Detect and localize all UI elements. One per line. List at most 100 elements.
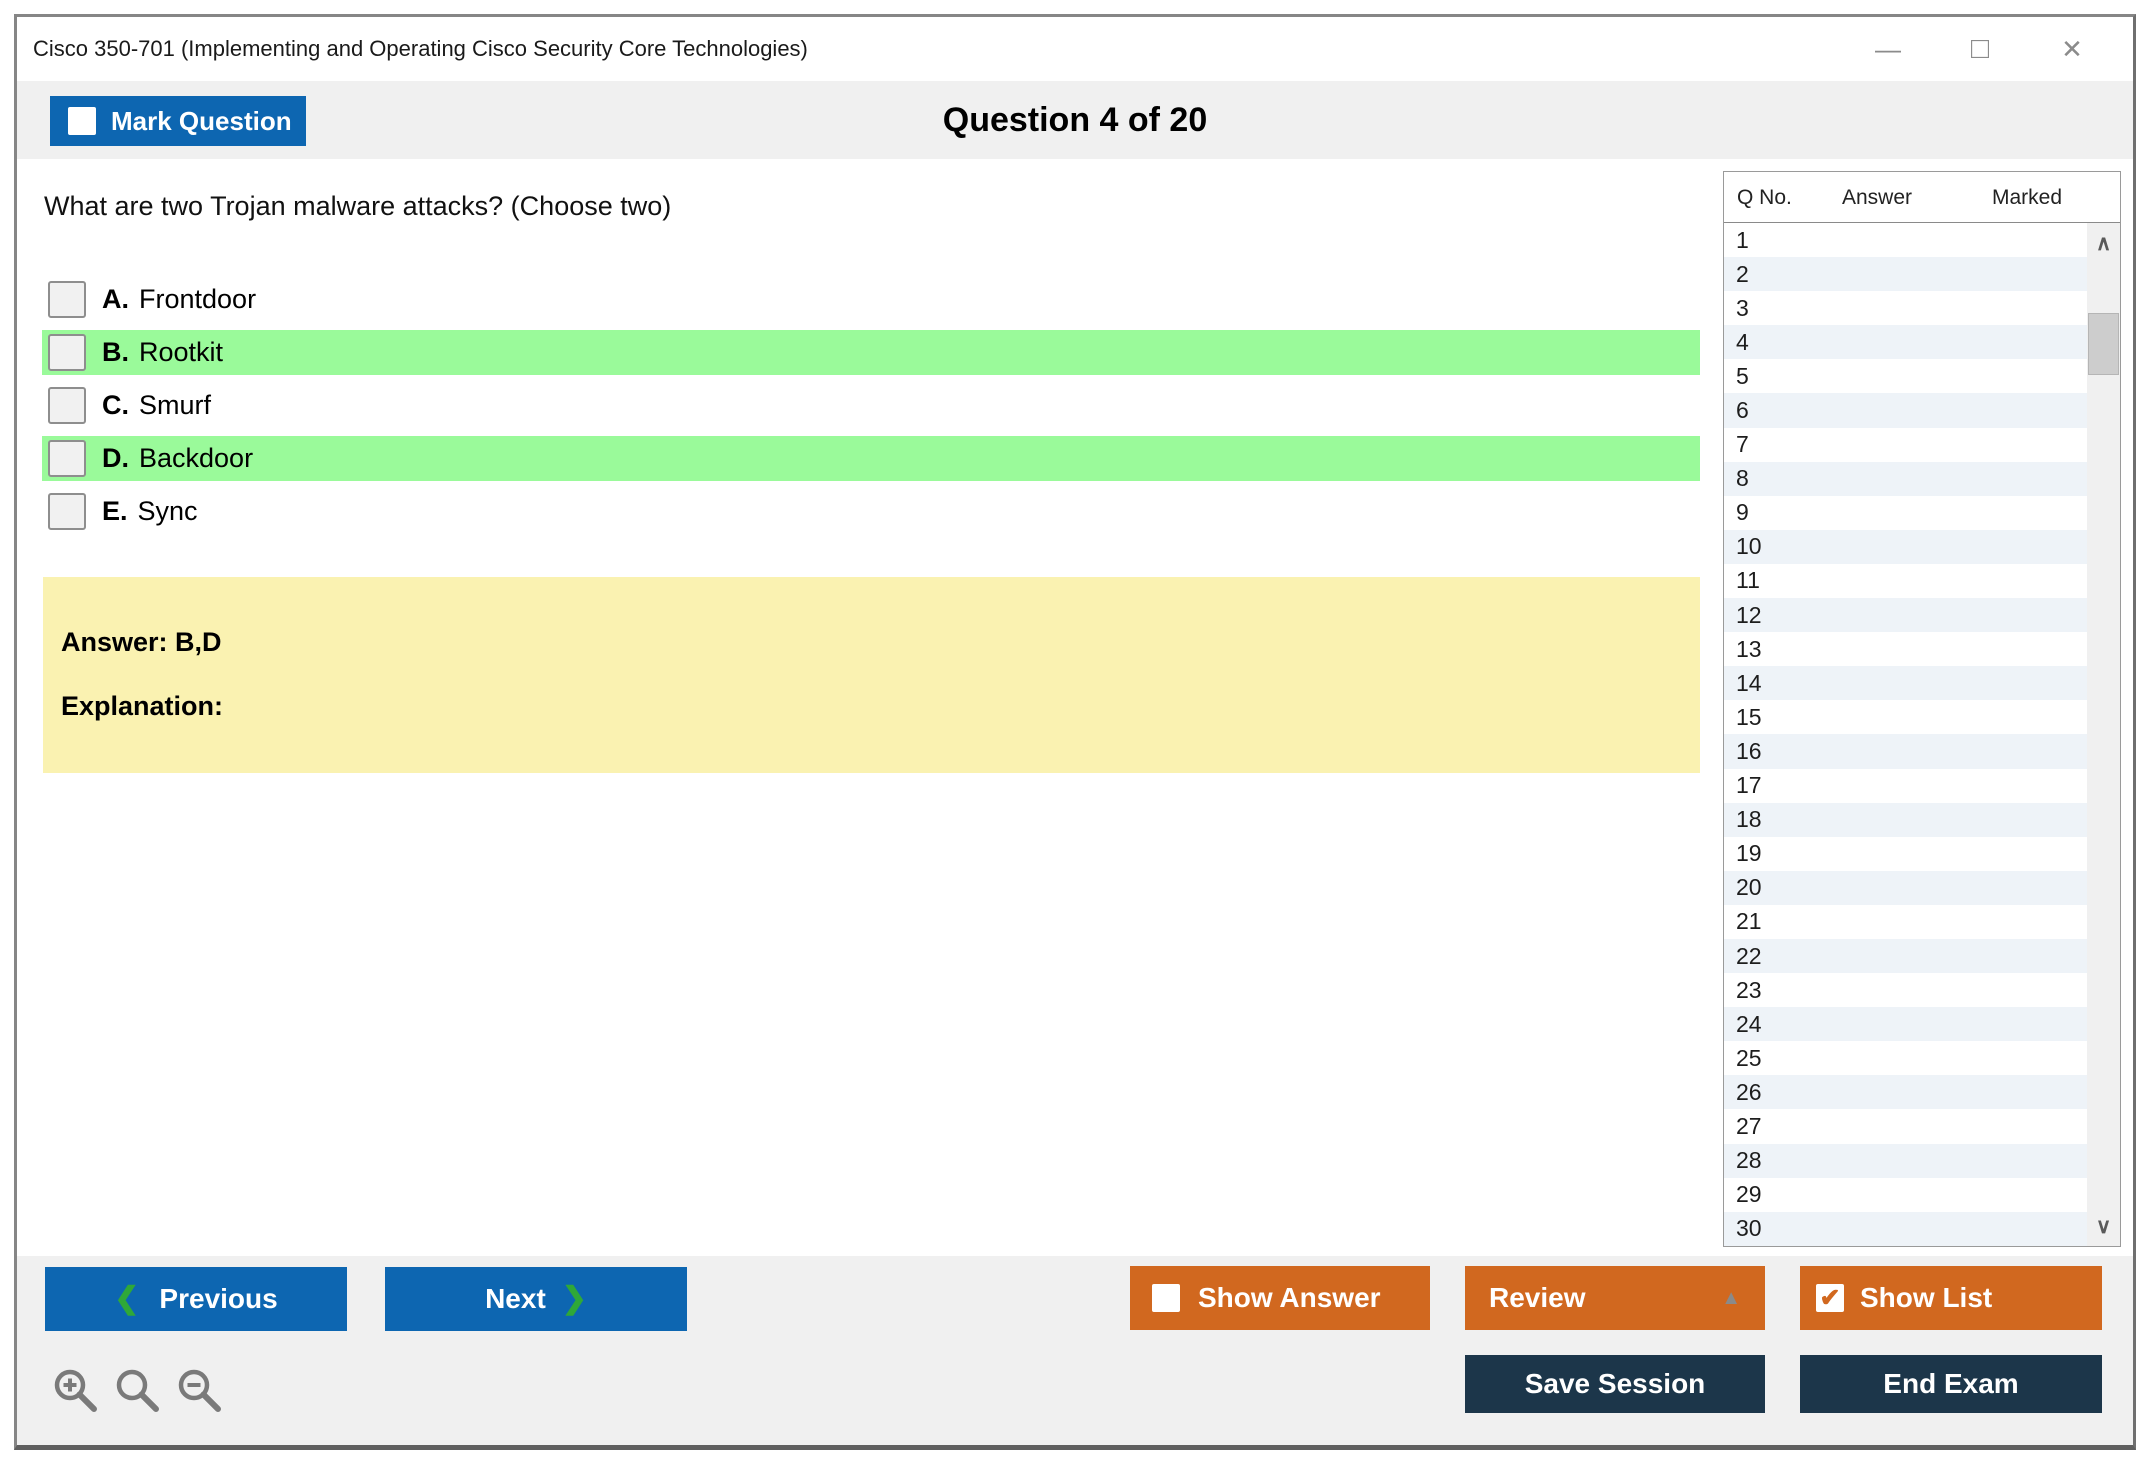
question-list-row[interactable]: 17 [1724,769,2087,803]
column-header-qno: Q No. [1737,186,1792,209]
question-list-scrollbar[interactable]: ∧ ∨ [2087,223,2120,1246]
option-letter: C. [102,390,129,420]
zoom-reset-icon[interactable] [115,1368,165,1418]
option-row[interactable]: E. Sync [42,489,1700,534]
option-checkbox[interactable] [48,281,86,318]
previous-button[interactable]: ❮ Previous [45,1267,347,1331]
question-list-row[interactable]: 15 [1724,700,2087,734]
option-row[interactable]: B. Rootkit [42,330,1700,375]
option-row[interactable]: D. Backdoor [42,436,1700,481]
question-number-cell: 7 [1736,431,1749,458]
question-number-cell: 18 [1736,806,1762,833]
question-number-cell: 22 [1736,942,1762,969]
question-list-row[interactable]: 30 [1724,1211,2087,1246]
check-icon: ✔ [1819,1283,1841,1312]
question-number-cell: 15 [1736,703,1762,730]
question-number-cell: 26 [1736,1078,1762,1105]
question-list-row[interactable]: 6 [1724,393,2087,428]
question-number-cell: 23 [1736,976,1762,1003]
question-list-row[interactable]: 28 [1724,1143,2087,1178]
question-list-row[interactable]: 23 [1724,973,2087,1007]
question-list-rows: 1 2 3 4 5 6 7 8 9 10 11 12 13 14 15 16 17 18 19 20 21 22 23 24 2… [1724,223,2087,1246]
question-list-row[interactable]: 13 [1724,632,2087,666]
question-list-row[interactable]: 25 [1724,1041,2087,1075]
question-list-row[interactable]: 27 [1724,1109,2087,1143]
option-text: Sync [137,496,198,526]
question-number-cell: 16 [1736,737,1762,764]
title-bar: Cisco 350-701 (Implementing and Operatin… [17,17,2133,81]
question-number-cell: 2 [1736,260,1749,287]
option-checkbox[interactable] [48,440,86,477]
end-exam-button[interactable]: End Exam [1800,1355,2102,1413]
window-controls: — □ ✕ [1871,17,2089,81]
question-list-row[interactable]: 21 [1724,905,2087,939]
answer-explanation-panel: Answer: B,D Explanation: [43,577,1700,773]
zoom-out-icon[interactable] [177,1368,227,1418]
question-list-row[interactable]: 7 [1724,428,2087,462]
question-list-row[interactable]: 2 [1724,257,2087,292]
mark-question-checkbox[interactable] [68,107,96,135]
question-number-cell: 25 [1736,1044,1762,1071]
question-list-row[interactable]: 18 [1724,802,2087,837]
question-list-row[interactable]: 4 [1724,325,2087,360]
question-list-row[interactable]: 11 [1724,564,2087,598]
question-list-row[interactable]: 1 [1724,223,2087,257]
exam-player-window: Cisco 350-701 (Implementing and Operatin… [14,14,2136,1450]
question-list-row[interactable]: 19 [1724,837,2087,871]
zoom-controls [53,1368,227,1418]
scroll-up-icon[interactable]: ∧ [2095,231,2112,255]
question-number-cell: 1 [1736,226,1749,253]
question-number-cell: 6 [1736,397,1749,424]
explanation-label: Explanation: [61,691,224,721]
question-list-row[interactable]: 3 [1724,291,2087,325]
save-session-button[interactable]: Save Session [1465,1355,1765,1413]
mark-question-button[interactable]: Mark Question [50,96,306,146]
question-number-cell: 3 [1736,294,1749,321]
question-list-row[interactable]: 16 [1724,734,2087,769]
question-counter: Question 4 of 20 [942,100,1208,139]
question-list-row[interactable]: 24 [1724,1007,2087,1042]
zoom-in-icon[interactable] [53,1368,103,1418]
question-list-row[interactable]: 12 [1724,598,2087,633]
maximize-icon[interactable]: □ [1970,32,1990,65]
show-list-button[interactable]: ✔ Show List [1800,1266,2102,1330]
question-number-cell: 14 [1736,669,1762,696]
minimize-icon[interactable]: — [1875,34,1901,64]
question-number-cell: 27 [1736,1112,1762,1139]
next-button[interactable]: Next ❯ [385,1267,687,1331]
question-list-row[interactable]: 20 [1724,870,2087,905]
scrollbar-thumb[interactable] [2088,313,2119,375]
chevron-right-icon: ❯ [561,1282,587,1315]
review-label: Review [1489,1282,1586,1313]
option-checkbox[interactable] [48,387,86,424]
show-list-checkbox[interactable]: ✔ [1816,1284,1844,1312]
option-row[interactable]: C. Smurf [42,383,1700,428]
option-text: Smurf [139,390,212,420]
question-list-row[interactable]: 5 [1724,359,2087,393]
question-text: What are two Trojan malware attacks? (Ch… [44,191,672,221]
window-title: Cisco 350-701 (Implementing and Operatin… [33,36,808,61]
review-button[interactable]: Review ▲ [1465,1266,1765,1330]
question-list-row[interactable]: 26 [1724,1075,2087,1110]
mark-question-label: Mark Question [111,105,292,136]
question-list-row[interactable]: 9 [1724,496,2087,530]
options-list: A. Frontdoor B. Rootkit C. Smurf D. Backdoor E. S… [42,277,1700,542]
show-answer-checkbox[interactable] [1152,1284,1180,1312]
answer-label: Answer: B,D [61,627,222,657]
show-answer-button[interactable]: Show Answer [1130,1266,1430,1330]
option-text: Backdoor [139,443,254,473]
question-list-row[interactable]: 29 [1724,1178,2087,1212]
question-number-cell: 11 [1736,567,1760,594]
option-row[interactable]: A. Frontdoor [42,277,1700,322]
question-list-row[interactable]: 14 [1724,666,2087,701]
question-list-row[interactable]: 22 [1724,938,2087,974]
option-checkbox[interactable] [48,493,86,530]
scroll-down-icon[interactable]: ∨ [2095,1214,2112,1238]
question-list-row[interactable]: 8 [1724,461,2087,496]
question-list-row[interactable]: 10 [1724,529,2087,564]
column-header-marked: Marked [1992,186,2063,209]
close-icon[interactable]: ✕ [2061,34,2083,64]
option-checkbox[interactable] [48,334,86,371]
question-number-cell: 20 [1736,874,1762,901]
option-letter: B. [102,337,129,367]
